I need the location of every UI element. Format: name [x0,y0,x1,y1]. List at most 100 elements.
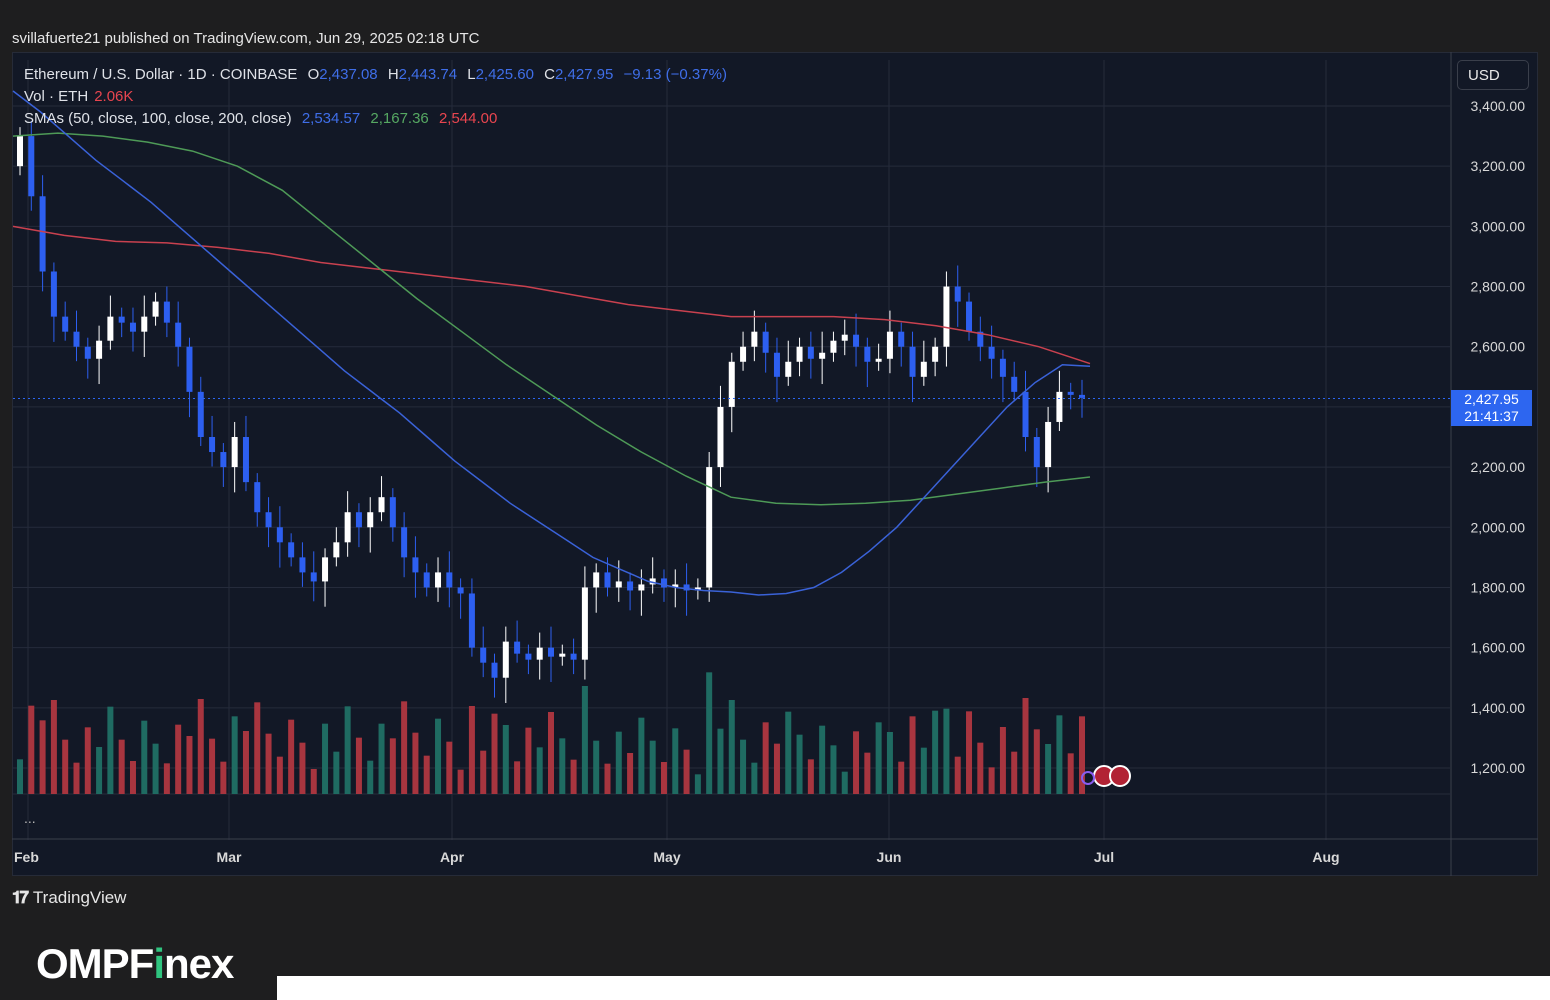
volume-bar [423,755,430,794]
volume-bar [502,725,509,794]
candle-body [672,584,679,588]
volume-bar [819,725,826,794]
candle-body [389,497,396,528]
volume-bar [197,699,204,794]
candle-body [457,587,464,594]
y-tick-label: 1,200.00 [1471,760,1526,776]
last-price-tag: 2,427.95 21:41:37 [1451,390,1532,426]
volume-bar [480,750,487,794]
y-tick-label: 2,000.00 [1471,519,1526,535]
bar-countdown: 21:41:37 [1464,408,1519,424]
volume-bar [706,672,713,794]
candle-body [1022,391,1029,437]
candle-body [570,653,577,660]
candle-body [977,331,984,347]
candle-body [17,136,23,167]
candle-body [683,584,690,591]
candle-body [999,358,1006,377]
candle-body [84,346,91,359]
candle-body [920,361,927,377]
y-tick-label: 3,200.00 [1471,158,1526,174]
volume-bar [841,771,848,794]
volume-bar [920,747,927,794]
sma50-line [12,90,1091,596]
volume-bar [1033,729,1040,794]
candle-body [830,340,837,353]
candle-body [152,301,159,317]
brand-logo: OMPFinex [36,940,234,988]
sma100-line [12,132,1091,506]
volume-bar [28,705,35,794]
volume-bar [773,743,780,794]
candle-body [129,322,136,332]
candle-body [1079,394,1085,398]
volume-bar [932,710,939,794]
volume-bar [898,761,905,794]
candle-body [107,316,114,341]
candle-body [581,587,588,660]
candle-body [853,334,860,347]
candle-body [310,572,317,582]
candle-body [762,331,769,353]
brand-main: OMPF [36,940,154,987]
volume-bar [299,742,306,794]
volume-bar [209,738,216,794]
candle-body [909,346,916,377]
candle-body [841,334,848,341]
symbol-legend: Ethereum / U.S. Dollar · 1D · COINBASE O… [24,66,733,83]
volume-bar [333,751,340,794]
volume-bar [118,739,125,794]
volume-bar [672,728,679,794]
volume-bar [129,761,136,794]
volume-bar [638,717,645,794]
volume-bar [683,749,690,794]
volume-bar [581,686,588,794]
volume-bar [525,727,532,794]
candle-body [819,352,826,359]
candle-body [299,557,306,573]
x-tick-label: Feb [14,849,39,865]
volume-bar [367,760,374,794]
sma200-value: 2,544.00 [438,110,498,127]
candle-body [988,346,995,359]
volume-bar [457,769,464,794]
us-event-icon [1109,765,1131,787]
candle-body [163,301,170,323]
volume-bar [389,738,396,794]
high-value: 2,443.74 [398,66,458,83]
currency-button[interactable]: USD [1457,60,1529,90]
volume-bar [1067,753,1074,794]
volume-bar [548,712,554,794]
volume-bar [514,761,521,794]
more-options-icon[interactable]: ... [24,810,36,826]
volume-bar [412,732,419,794]
volume-bar [649,740,656,794]
volume-bar [1011,751,1018,794]
candle-body [706,467,713,588]
candle-body [1045,421,1052,468]
candle-body [898,331,905,347]
candle-body [525,653,532,660]
volume-bar [265,733,272,794]
candle-body [446,572,453,588]
candle-body [254,482,261,513]
volume-value: 2.06K [94,88,134,105]
volume-bar [1022,698,1029,794]
candle-body [502,641,509,678]
y-tick-label: 1,400.00 [1471,700,1526,716]
volume-bar [220,761,227,794]
candle-body [62,316,69,332]
volume-bar [999,727,1006,794]
y-tick-label: 3,000.00 [1471,218,1526,234]
candle-body [807,346,814,359]
volume-bar [50,700,57,794]
volume-bar [694,774,701,794]
candle-body [197,391,204,437]
candle-body [28,136,35,197]
candle-body [401,527,408,558]
tradingview-mark-icon: 𝟏𝟕 [12,888,29,907]
volume-bar [796,734,803,794]
candle-body [660,578,667,588]
volume-bar [593,740,600,794]
